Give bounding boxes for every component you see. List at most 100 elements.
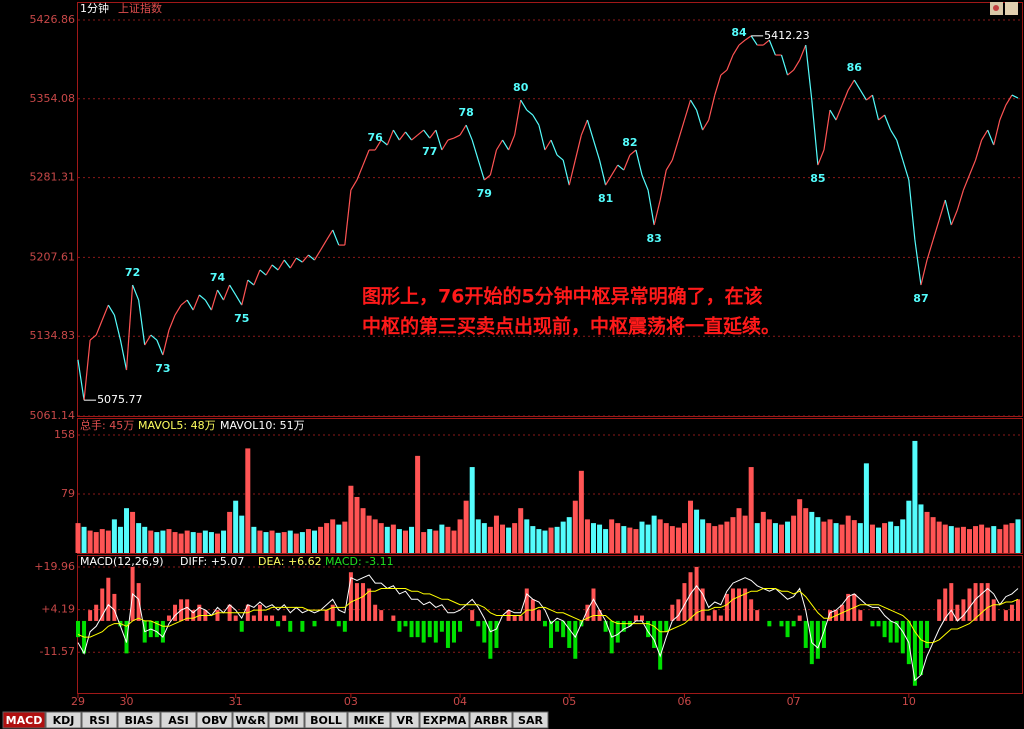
tab[interactable] [390, 711, 420, 729]
tab[interactable] [196, 711, 233, 729]
volume-bar [348, 485, 354, 553]
price-segment [83, 339, 91, 401]
volume-label: 总手: 45万 [80, 418, 134, 432]
tab[interactable] [45, 711, 82, 729]
price-segment [241, 279, 249, 306]
price-segment [332, 229, 340, 246]
volume-bar [572, 500, 578, 553]
note: 中枢的第三买卖点出现前，中枢震荡将一直延续。 [362, 315, 780, 338]
volume-bar [415, 455, 421, 553]
tab[interactable] [232, 711, 269, 729]
price-segment [641, 174, 649, 191]
price-segment [168, 314, 176, 331]
volume-bar [918, 504, 924, 553]
price-segment [647, 189, 655, 226]
price-segment [817, 149, 825, 166]
volume-bar [809, 511, 815, 553]
tab[interactable] [2, 711, 46, 729]
pivot-label: 87 [913, 292, 928, 305]
price-segment [780, 54, 789, 76]
price-segment [562, 159, 570, 186]
pivot-label: 83 [646, 232, 661, 245]
price-segment [787, 69, 794, 76]
volume-bar [724, 521, 730, 553]
tab-label: RSI [89, 714, 110, 727]
volume-bar [275, 532, 281, 553]
icon[interactable] [1005, 2, 1018, 15]
price-segment [532, 114, 540, 126]
pivot-label: 76 [368, 131, 384, 144]
tab[interactable] [160, 711, 197, 729]
volume-bar [669, 526, 675, 553]
volume-bar [536, 529, 542, 553]
volume-bar [390, 524, 396, 553]
price-segment [374, 139, 382, 151]
price-segment [878, 114, 885, 121]
price-segment [247, 279, 255, 286]
volume-bar [839, 524, 845, 553]
volume-bar [760, 511, 766, 553]
volume-bar [172, 532, 178, 553]
price-segment [398, 131, 406, 141]
volume-bar [912, 440, 918, 553]
volume-bar [621, 526, 627, 553]
volume-bar [754, 523, 760, 553]
tab[interactable] [304, 711, 348, 729]
volume-bar [718, 524, 724, 553]
tab[interactable] [81, 711, 118, 729]
volume-bar [372, 519, 378, 553]
volume-bar [378, 523, 384, 553]
volume-bar [584, 519, 590, 553]
tab[interactable] [268, 711, 305, 729]
volume-bar [330, 519, 336, 553]
price-segment [180, 299, 188, 306]
price-segment [829, 109, 837, 121]
y-tick-label: 5207.61 [30, 250, 76, 263]
price-segment [987, 129, 995, 146]
pivot-label: 85 [810, 172, 825, 185]
volume-bar [493, 515, 499, 553]
tab-label: BIAS [125, 714, 154, 727]
price-segment [235, 294, 243, 306]
tab-label: MIKE [353, 714, 384, 727]
tab[interactable] [469, 711, 513, 729]
volume-bar [130, 511, 136, 553]
price-segment [125, 284, 134, 371]
macd-label: DEA: +6.62 [258, 555, 322, 568]
price-segment [732, 44, 740, 56]
tab[interactable] [347, 711, 391, 729]
price-segment [405, 131, 413, 141]
price-segment [974, 139, 983, 161]
y-tick-label: 79 [61, 487, 75, 500]
pivot-label: 82 [622, 136, 637, 149]
macd-label: MACD: -3.11 [325, 555, 394, 568]
tab[interactable] [512, 711, 549, 729]
price-segment [295, 257, 303, 263]
price-segment [835, 104, 843, 121]
volume-bar [233, 500, 239, 553]
price-segment [914, 239, 922, 286]
tab[interactable] [419, 711, 470, 729]
tab[interactable] [117, 711, 161, 729]
price-segment [222, 284, 231, 301]
price-segment [853, 79, 861, 91]
price-segment [956, 189, 964, 211]
price-segment [435, 129, 443, 151]
volume-bar [208, 532, 214, 553]
price-segment [132, 284, 140, 301]
volume-bar [396, 529, 402, 553]
volume-bar [202, 530, 208, 553]
tab-label: W&R [235, 714, 266, 727]
price-segment [356, 164, 364, 181]
volume-bar [105, 530, 111, 553]
price-segment [768, 39, 776, 56]
price-segment [738, 39, 746, 46]
price-segment [702, 119, 710, 131]
volume-bar [166, 529, 172, 553]
price-segment [350, 179, 358, 191]
price-segment [392, 129, 400, 141]
chart-title: 1分钟 [80, 1, 109, 15]
price-segment [580, 119, 588, 136]
volume-bar [75, 523, 81, 553]
price-segment [617, 164, 625, 171]
